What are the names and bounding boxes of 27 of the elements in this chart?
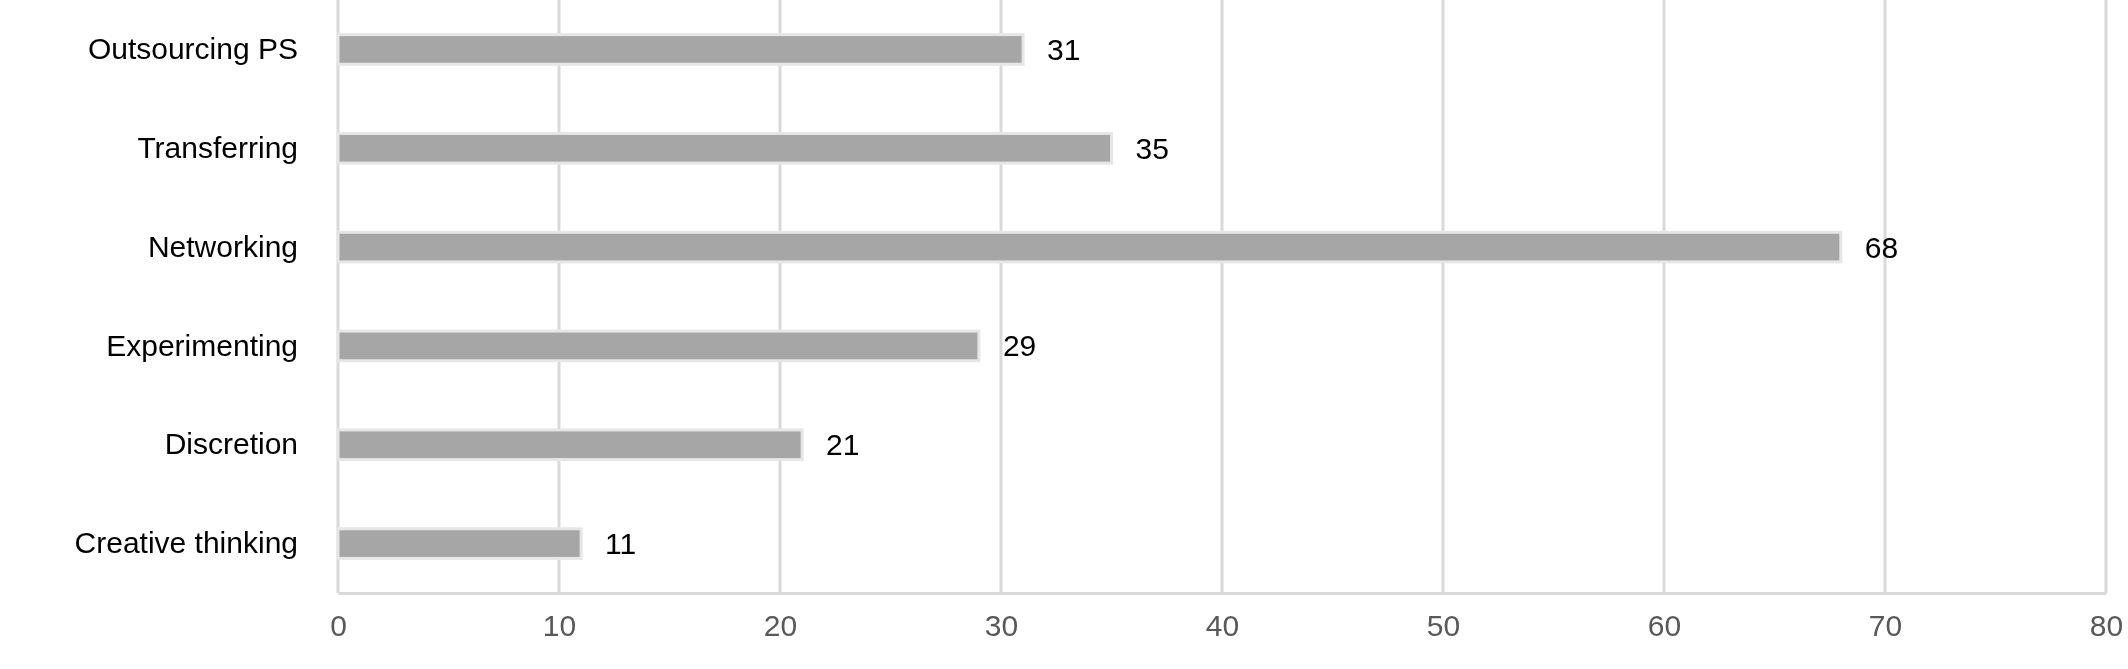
x-tick-label: 20 <box>763 609 798 643</box>
y-tick-label: Creative thinking <box>74 526 298 560</box>
data-label: 29 <box>1002 329 1037 363</box>
data-label: 68 <box>1864 230 1899 264</box>
x-tick-label: 30 <box>984 609 1019 643</box>
x-tick-label: 70 <box>1868 609 1903 643</box>
bar <box>336 230 1843 264</box>
bar <box>336 329 981 363</box>
y-tick-label: Experimenting <box>106 328 298 362</box>
x-tick-label: 50 <box>1426 609 1461 643</box>
x-tick-label: 0 <box>330 609 347 643</box>
bar <box>336 428 804 462</box>
y-tick-label: Networking <box>147 229 298 263</box>
x-tick-label: 60 <box>1647 609 1682 643</box>
x-tick-label: 80 <box>2089 609 2124 643</box>
y-tick-label: Discretion <box>164 427 298 461</box>
data-label: 31 <box>1047 32 1081 66</box>
x-tick-label: 40 <box>1205 609 1240 643</box>
x-tick-label: 10 <box>542 609 577 643</box>
bar <box>336 33 1025 66</box>
data-label: 21 <box>826 428 860 462</box>
data-label: 35 <box>1135 131 1169 165</box>
bar <box>336 527 583 560</box>
y-tick-label: Outsourcing PS <box>87 32 298 66</box>
y-tick-label: Transferring <box>137 130 298 164</box>
data-label: 11 <box>605 527 637 561</box>
bar <box>336 131 1113 165</box>
